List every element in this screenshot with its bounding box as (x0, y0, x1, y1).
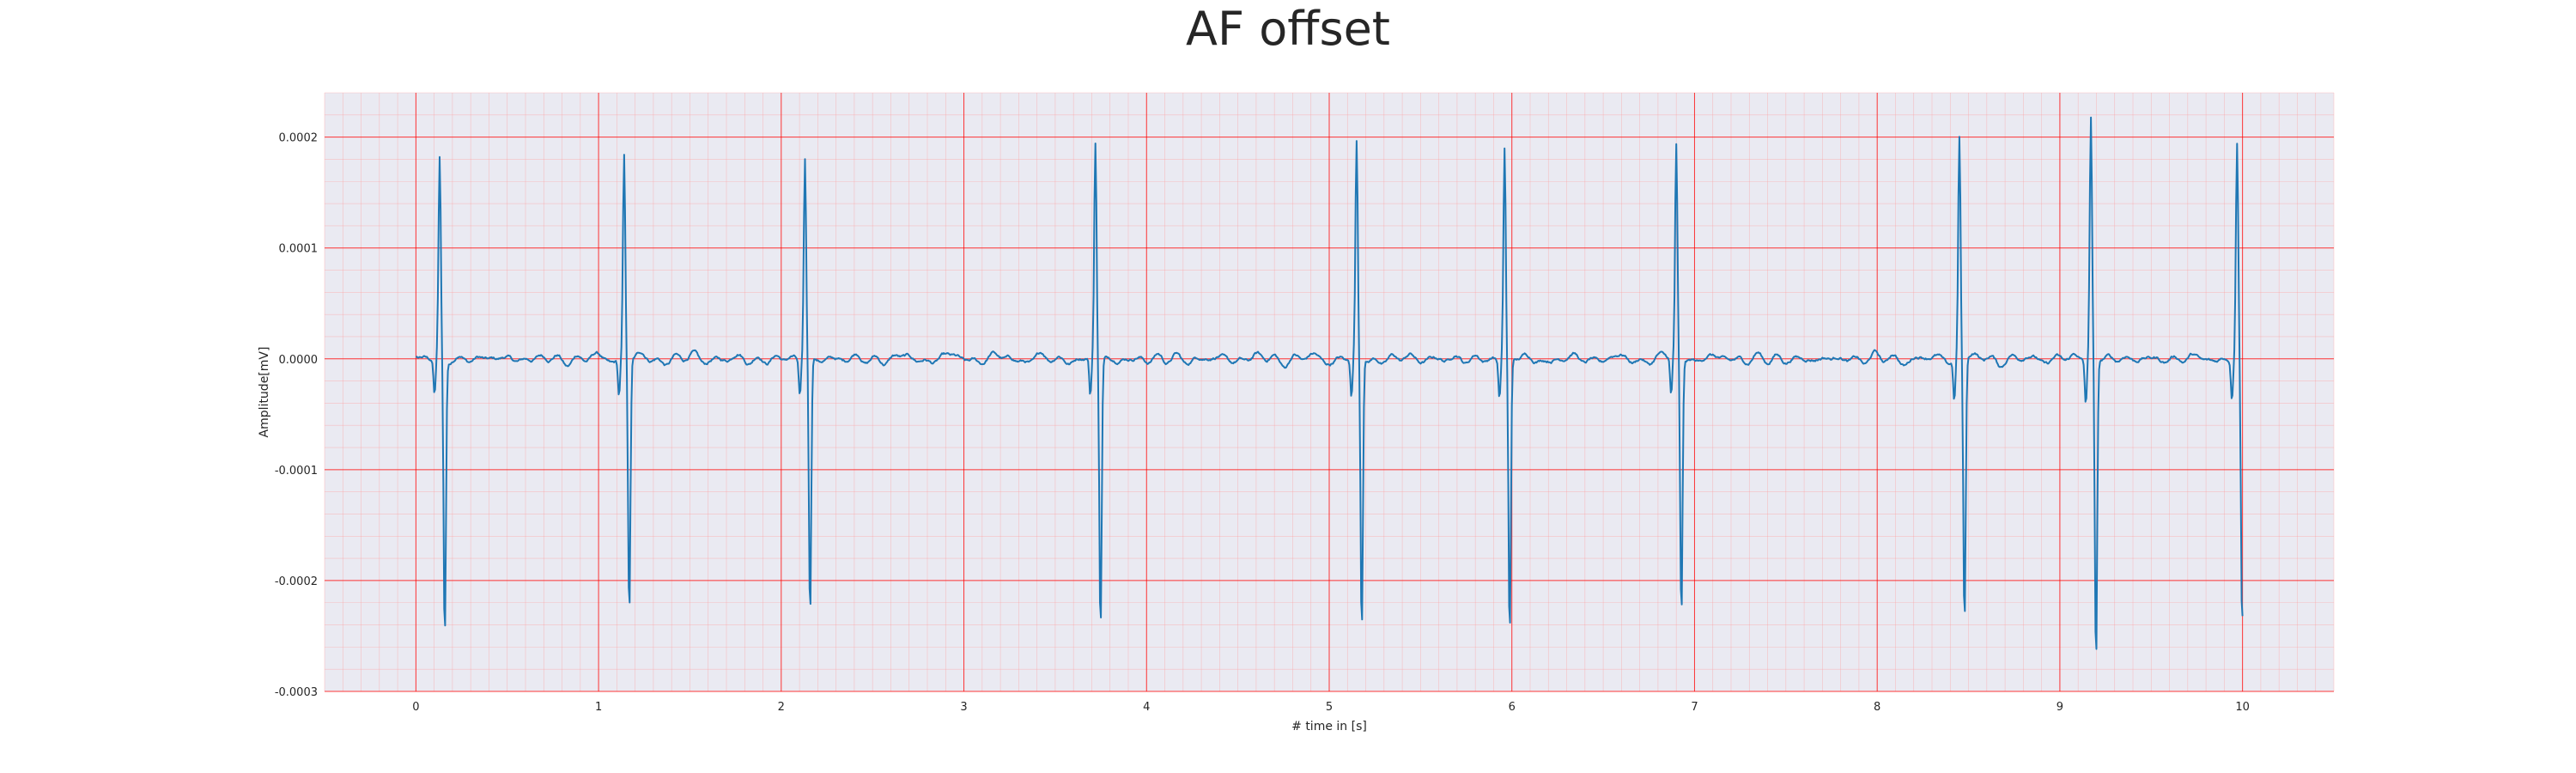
series-layer (415, 116, 2244, 650)
x-tick-label: 6 (1509, 701, 1516, 714)
y-tick-label: 0.0002 (279, 132, 319, 145)
x-tick-label: 10 (2235, 701, 2250, 714)
y-tick-labels: 0.0002 0.0001 0.0000 -0.0001 -0.0002 -0.0003 (275, 132, 318, 699)
x-tick-label: 5 (1326, 701, 1333, 714)
x-tick-label: 9 (2057, 701, 2063, 714)
x-tick-label: 2 (778, 701, 785, 714)
x-tick-label: 1 (595, 701, 602, 714)
y-tick-label: 0.0001 (279, 243, 319, 256)
y-tick-label: -0.0001 (275, 465, 318, 478)
y-tick-label: -0.0002 (275, 575, 318, 588)
y-tick-label: 0.0000 (279, 354, 319, 367)
x-axis-label: # time in [s] (1291, 720, 1367, 733)
x-tick-label: 7 (1691, 701, 1698, 714)
x-tick-label: 0 (412, 701, 419, 714)
chart-title: AF offset (1186, 2, 1390, 56)
x-tick-label: 4 (1143, 701, 1150, 714)
x-tick-label: 3 (960, 701, 967, 714)
y-axis-label: Amplitude[mV] (258, 347, 271, 438)
x-tick-labels: 0 1 2 3 4 5 6 7 8 9 10 (412, 701, 2250, 714)
y-tick-label: -0.0003 (275, 686, 318, 699)
series-line-0 (415, 116, 2244, 650)
x-tick-label: 8 (1874, 701, 1880, 714)
